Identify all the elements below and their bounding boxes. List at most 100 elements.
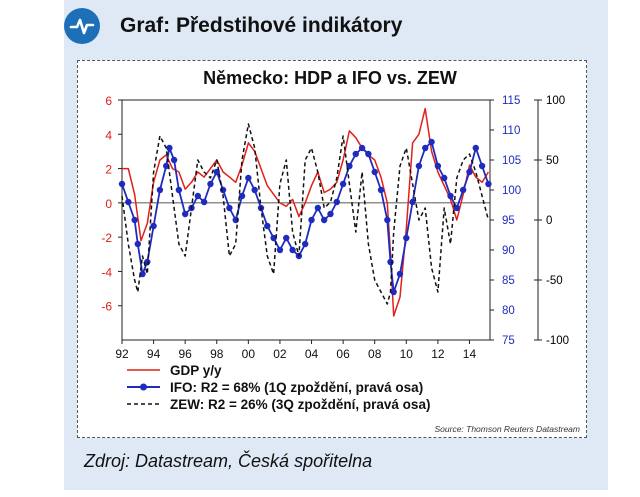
ifo-point (403, 234, 410, 242)
left-axis-tick-label: 6 (105, 94, 112, 108)
ifo-point (245, 174, 252, 182)
x-axis-tick-label: 06 (336, 347, 350, 361)
ifo-point (125, 198, 132, 206)
right-axis-tick-label: -50 (546, 275, 563, 287)
x-axis-tick-label: 98 (210, 347, 224, 361)
left-axis-tick-label: 0 (105, 197, 112, 211)
mid-axis-tick-label: 110 (502, 125, 520, 137)
ifo-point (466, 168, 473, 176)
ifo-point (453, 204, 461, 212)
ifo-point (478, 162, 486, 170)
ifo-point (390, 288, 397, 296)
ifo-point (139, 270, 146, 278)
legend-label-2: IFO: R2 = 68% (1Q zpoždění, pravá osa) (170, 380, 423, 395)
x-axis-tick-label: 12 (431, 347, 445, 361)
page-title: Graf: Předstihové indikátory (120, 14, 403, 37)
ifo-point (365, 150, 372, 158)
x-axis-tick-label: 08 (368, 347, 382, 361)
pulse-line-icon (69, 18, 95, 35)
ifo-point (270, 234, 277, 242)
ifo-point (428, 138, 435, 146)
ifo-point (384, 216, 391, 224)
ifo-point (156, 186, 164, 194)
ifo-point (358, 144, 366, 152)
ifo-point (333, 198, 340, 206)
left-axis-tick-label: -6 (101, 300, 112, 314)
right-axis-tick-label: 100 (546, 95, 565, 107)
ifo-point (283, 234, 290, 242)
ifo-point (440, 174, 448, 182)
left-axis-tick-label: -4 (101, 265, 112, 279)
plot-area (121, 99, 491, 341)
ifo-point (339, 180, 347, 188)
ifo-point (226, 204, 233, 212)
x-axis-tick-label: 10 (400, 347, 414, 361)
ifo-point (170, 156, 178, 164)
ifo-point (150, 222, 157, 230)
ifo-point (238, 192, 246, 200)
mid-axis-tick-label: 100 (502, 185, 521, 197)
legend-label-1: GDP y/y (170, 363, 222, 378)
ifo-point (251, 186, 258, 194)
left-axis-tick-label: 2 (105, 163, 112, 177)
gdp-series-line (122, 107, 490, 317)
ifo-point (200, 198, 208, 206)
legend-label-3: ZEW: R2 = 26% (3Q zpoždění, pravá osa) (170, 397, 430, 412)
ifo-point (175, 186, 183, 194)
right-axis-tick-label: -100 (546, 335, 569, 347)
ifo-point (352, 150, 359, 158)
ifo-point (485, 180, 492, 188)
ifo-point (422, 144, 429, 152)
x-axis-tick-label: 00 (242, 347, 256, 361)
ifo-point (415, 162, 423, 170)
legend-swatch-marker (140, 383, 147, 391)
x-axis-tick-label: 04 (305, 347, 319, 361)
x-axis-tick-label: 02 (273, 347, 287, 361)
x-axis-tick-label: 14 (463, 347, 477, 361)
ifo-point (447, 192, 454, 200)
ifo-point (371, 168, 378, 176)
chart-line-icon (64, 8, 100, 44)
right-axis-tick-label: 50 (546, 155, 559, 167)
x-axis-tick-label: 92 (115, 347, 129, 361)
footer-source: Zdroj: Datastream, Česká spořitelna (84, 451, 373, 471)
right-axis-tick-label: 0 (546, 215, 552, 227)
ifo-point (289, 246, 296, 254)
ifo-point (327, 210, 334, 218)
ifo-point (459, 186, 467, 194)
mid-axis-tick-label: 95 (502, 215, 515, 227)
ifo-point (314, 204, 322, 212)
mid-axis-tick-label: 85 (502, 275, 515, 287)
ifo-point (163, 162, 170, 170)
ifo-point (219, 186, 227, 194)
ifo-point (396, 270, 404, 278)
ifo-point (181, 210, 189, 218)
mid-axis-tick-label: 105 (502, 155, 521, 167)
ifo-point (264, 222, 271, 230)
ifo-point (118, 180, 126, 188)
mid-axis-tick-label: 75 (502, 335, 515, 347)
ifo-point (207, 180, 214, 188)
x-axis-tick-label: 94 (147, 347, 161, 361)
source-note: Source: Thomson Reuters Datastream (434, 424, 580, 434)
left-axis-tick-label: -2 (101, 231, 112, 245)
ifo-point (302, 240, 309, 248)
ifo-point (409, 198, 416, 206)
mid-axis-tick-label: 90 (502, 245, 515, 257)
chart-title: Německo: HDP a IFO vs. ZEW (203, 68, 457, 88)
mid-axis-tick-label: 80 (502, 305, 515, 317)
chart-frame (77, 60, 587, 438)
ifo-point (194, 192, 202, 200)
ifo-point (131, 216, 138, 224)
ifo-point (276, 246, 284, 254)
x-axis-tick-label: 96 (178, 347, 192, 361)
ifo-point (434, 162, 442, 170)
ifo-point (472, 144, 479, 152)
ifo-point (166, 144, 173, 152)
ifo-point (308, 216, 315, 224)
ifo-point (134, 240, 141, 248)
ifo-point (377, 186, 385, 194)
mid-axis-tick-label: 115 (502, 95, 520, 107)
ifo-point (320, 216, 328, 224)
